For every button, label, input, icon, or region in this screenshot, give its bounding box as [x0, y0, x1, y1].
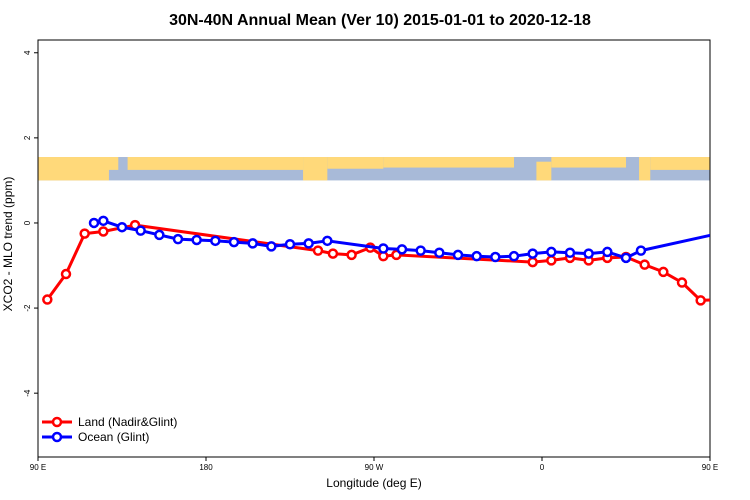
series-ocean-point [396, 244, 408, 255]
series-ocean-point [154, 229, 165, 241]
y-tick-label: 0 [23, 220, 32, 225]
series-land-point [527, 256, 538, 268]
series-land-point [639, 259, 650, 270]
map-land [127, 157, 304, 170]
x-axis: 90 E 180 90 W 0 90 E [30, 457, 718, 472]
series-land-point [312, 245, 324, 256]
series-land-point [60, 268, 72, 280]
series-ocean-point [583, 248, 594, 259]
x-tick-label: 90 E [30, 463, 46, 472]
series-land-point [695, 295, 706, 306]
map-land [303, 157, 328, 181]
series-land-point [676, 277, 688, 288]
series-ocean-point [527, 248, 538, 259]
series-ocean-point [98, 215, 109, 227]
series-ocean-point [452, 249, 464, 261]
map-strip [38, 157, 710, 181]
series-ocean-point [284, 238, 296, 250]
series-ocean-point [266, 241, 277, 252]
series-land-point [658, 266, 669, 278]
series-ocean-point [322, 235, 333, 247]
series-ocean-point [210, 235, 221, 247]
series-ocean-point [620, 252, 632, 264]
series-land-point [98, 226, 109, 237]
series-land-point [42, 294, 53, 305]
series-land-point [346, 249, 357, 261]
x-tick-label: 0 [540, 463, 545, 472]
series-ocean-point [228, 236, 240, 248]
map-land [79, 164, 87, 176]
map-land [650, 157, 710, 170]
map-land [536, 161, 552, 181]
map-land [639, 157, 651, 181]
series-land-point [79, 228, 90, 239]
legend-ocean-marker [51, 431, 63, 443]
x-tick-label: 90 W [365, 463, 384, 472]
y-axis: 4 2 0 -2 -4 [23, 50, 38, 397]
series-ocean-point [635, 245, 647, 256]
series-ocean-point [116, 221, 128, 233]
map-land [38, 157, 109, 181]
series-layer [42, 215, 742, 306]
series-ocean-point [135, 225, 146, 236]
series-ocean-point [490, 251, 501, 263]
series-ocean-point [415, 245, 426, 256]
series-ocean-point [434, 247, 445, 259]
map-land [551, 157, 626, 168]
series-ocean-point [508, 250, 520, 262]
series-land-point [734, 270, 742, 278]
series-land-line [46, 223, 710, 302]
series-ocean-point [172, 233, 184, 245]
series-land-point [327, 248, 339, 259]
legend: Land (Nadir&Glint) Ocean (Glint) [42, 415, 177, 444]
chart-title: 30N-40N Annual Mean (Ver 10) 2015-01-01 … [169, 12, 591, 29]
y-axis-label: XCO2 - MLO trend (ppm) [1, 177, 15, 312]
map-land [99, 157, 119, 170]
map-land [383, 157, 514, 168]
series-ocean-point [564, 247, 576, 259]
y-tick-label: 4 [23, 50, 32, 55]
series-ocean-point [471, 250, 482, 262]
series-ocean-point [378, 243, 389, 254]
plot-area [42, 215, 742, 306]
y-tick-label: -4 [23, 389, 32, 397]
legend-land-marker [51, 416, 63, 428]
series-land-point [715, 296, 723, 304]
series-ocean-point [602, 246, 613, 258]
legend-land-label: Land (Nadir&Glint) [78, 415, 177, 429]
series-ocean-point [303, 238, 314, 249]
series-ocean-point [546, 246, 557, 258]
series-ocean-point [247, 238, 258, 249]
legend-ocean-label: Ocean (Glint) [78, 430, 149, 444]
series-land-point [546, 255, 557, 266]
y-tick-label: 2 [23, 135, 32, 140]
x-tick-label: 90 E [702, 463, 718, 472]
series-ocean-point [191, 234, 202, 246]
map-land [327, 157, 384, 169]
x-axis-label: Longitude (deg E) [326, 476, 421, 490]
x-tick-label: 180 [199, 463, 213, 472]
y-tick-label: -2 [23, 304, 32, 312]
series-ocean-point [88, 217, 100, 229]
